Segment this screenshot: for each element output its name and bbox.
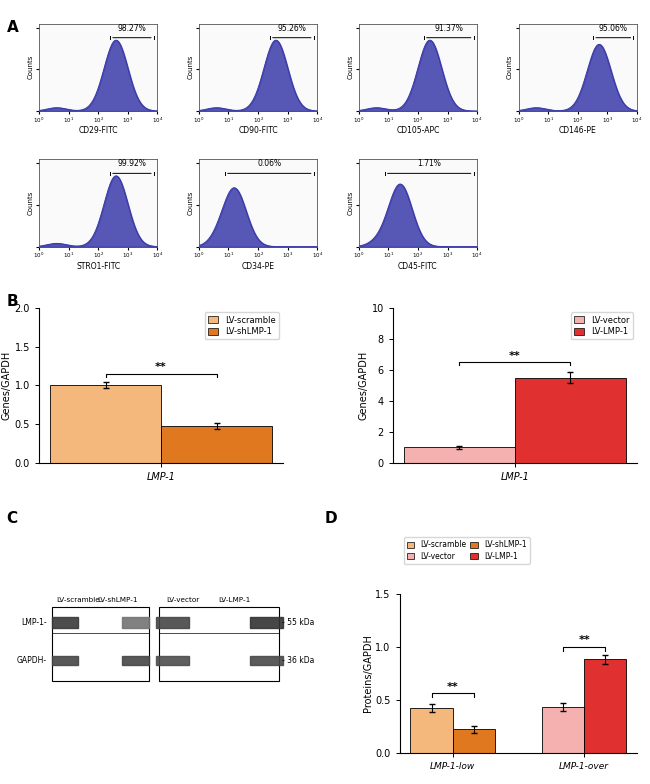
Bar — [584, 659, 626, 753]
Y-axis label: Counts: Counts — [347, 55, 353, 79]
Y-axis label: Genes/GAPDH: Genes/GAPDH — [359, 350, 369, 420]
Bar — [155, 617, 188, 628]
X-axis label: STRO1-FITC: STRO1-FITC — [76, 262, 120, 270]
Y-axis label: Counts: Counts — [27, 55, 33, 79]
Text: A: A — [6, 20, 18, 34]
Bar — [161, 426, 272, 463]
Text: LMP-1-: LMP-1- — [21, 618, 47, 627]
Y-axis label: Proteins/GAPDH: Proteins/GAPDH — [363, 634, 372, 712]
Text: GAPDH-: GAPDH- — [17, 656, 47, 665]
Legend: LV-scramble, LV-shLMP-1: LV-scramble, LV-shLMP-1 — [205, 312, 279, 339]
Y-axis label: Counts: Counts — [187, 55, 193, 79]
Bar — [452, 729, 495, 753]
Y-axis label: Counts: Counts — [27, 191, 33, 215]
Bar — [122, 617, 149, 628]
Bar — [250, 617, 283, 628]
Text: - 36 kDa: - 36 kDa — [281, 656, 314, 665]
Y-axis label: Counts: Counts — [507, 55, 513, 79]
Text: LV-shLMP-1: LV-shLMP-1 — [97, 597, 138, 604]
X-axis label: CD45-FITC: CD45-FITC — [398, 262, 437, 270]
Bar — [52, 617, 79, 628]
Text: LV-scramble: LV-scramble — [57, 597, 100, 604]
Text: B: B — [6, 294, 18, 309]
Y-axis label: Counts: Counts — [347, 191, 353, 215]
Text: **: ** — [509, 350, 521, 361]
Text: **: ** — [155, 362, 167, 372]
Text: **: ** — [578, 635, 590, 645]
Text: 91.37%: 91.37% — [434, 24, 463, 33]
Text: LV-LMP-1: LV-LMP-1 — [218, 597, 251, 604]
Bar — [411, 708, 452, 753]
Bar — [52, 607, 149, 681]
Legend: LV-vector, LV-LMP-1: LV-vector, LV-LMP-1 — [571, 312, 633, 339]
Text: D: D — [325, 511, 337, 526]
Bar — [52, 655, 79, 666]
Bar — [50, 385, 161, 463]
Bar — [404, 447, 515, 463]
Text: C: C — [6, 511, 18, 526]
Bar — [515, 378, 626, 463]
X-axis label: CD34-PE: CD34-PE — [242, 262, 274, 270]
X-axis label: CD90-FITC: CD90-FITC — [239, 126, 278, 135]
Text: 95.26%: 95.26% — [278, 24, 306, 33]
Text: 1.71%: 1.71% — [417, 159, 441, 169]
Y-axis label: Counts: Counts — [187, 191, 193, 215]
Text: 0.06%: 0.06% — [257, 159, 281, 169]
Bar — [159, 607, 279, 681]
X-axis label: CD105-APC: CD105-APC — [396, 126, 439, 135]
Bar — [542, 707, 584, 753]
Y-axis label: Genes/GAPDH: Genes/GAPDH — [2, 350, 12, 420]
Bar — [155, 655, 188, 666]
Text: **: ** — [447, 682, 458, 691]
Legend: LV-scramble, LV-vector, LV-shLMP-1, LV-LMP-1: LV-scramble, LV-vector, LV-shLMP-1, LV-L… — [404, 537, 530, 564]
Text: 99.92%: 99.92% — [118, 159, 146, 169]
X-axis label: CD29-FITC: CD29-FITC — [79, 126, 118, 135]
Text: 95.06%: 95.06% — [599, 24, 628, 33]
X-axis label: CD146-PE: CD146-PE — [559, 126, 597, 135]
Bar — [250, 655, 283, 666]
Bar — [122, 655, 149, 666]
Text: - 55 kDa: - 55 kDa — [281, 618, 314, 627]
Text: LV-vector: LV-vector — [166, 597, 199, 604]
Text: 98.27%: 98.27% — [118, 24, 146, 33]
